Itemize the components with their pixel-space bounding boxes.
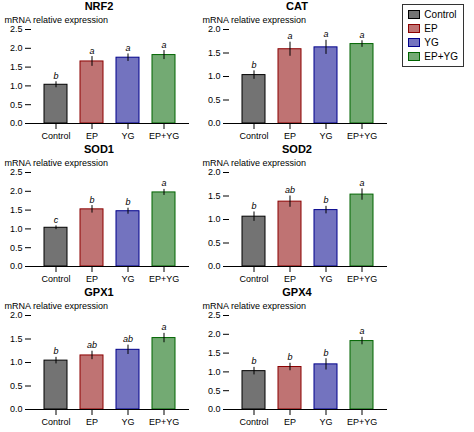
svg-text:a: a — [359, 178, 364, 188]
svg-text:0.0: 0.0 — [208, 118, 221, 128]
svg-text:EP+YG: EP+YG — [149, 131, 179, 141]
svg-text:mRNA relative expression: mRNA relative expression — [5, 158, 109, 168]
svg-text:a: a — [161, 178, 166, 188]
svg-text:1.5: 1.5 — [10, 334, 23, 344]
svg-text:EP: EP — [284, 274, 296, 284]
svg-text:ab: ab — [87, 340, 97, 350]
html-text:EP+YG: EP+YG — [424, 51, 458, 62]
svg-text:YG: YG — [121, 131, 134, 141]
svg-text:Control: Control — [239, 131, 268, 141]
svg-text:EP+YG: EP+YG — [347, 417, 377, 427]
svg-text:ab: ab — [285, 185, 295, 195]
svg-text:2.0: 2.0 — [10, 43, 23, 53]
svg-text:Control: Control — [41, 131, 70, 141]
svg-text:Control: Control — [239, 274, 268, 284]
svg-text:mRNA relative expression: mRNA relative expression — [5, 301, 109, 311]
svg-text:a: a — [323, 29, 328, 39]
svg-text:0.0: 0.0 — [208, 261, 221, 271]
svg-text:YG: YG — [121, 274, 134, 284]
svg-text:1.5: 1.5 — [10, 205, 23, 215]
svg-text:EP+YG: EP+YG — [347, 131, 377, 141]
svg-text:1.5: 1.5 — [208, 348, 221, 358]
svg-text:EP: EP — [284, 417, 296, 427]
svg-text:0.0: 0.0 — [10, 118, 23, 128]
svg-text:2.0: 2.0 — [10, 310, 23, 320]
html-text:NRF2: NRF2 — [84, 0, 114, 12]
svg-text:0.5: 0.5 — [10, 100, 23, 110]
svg-text:Control: Control — [239, 417, 268, 427]
svg-text:b: b — [287, 352, 292, 362]
svg-text:mRNA relative expression: mRNA relative expression — [203, 301, 307, 311]
svg-text:YG: YG — [319, 131, 332, 141]
svg-text:Control: Control — [41, 417, 70, 427]
svg-text:YG: YG — [319, 274, 332, 284]
svg-text:1.0: 1.0 — [10, 81, 23, 91]
svg-text:YG: YG — [319, 417, 332, 427]
html-text:EP: EP — [424, 23, 438, 34]
html-text:GPX4: GPX4 — [282, 286, 312, 298]
svg-text:0.0: 0.0 — [208, 404, 221, 414]
svg-text:b: b — [251, 201, 256, 211]
svg-text:1.0: 1.0 — [10, 357, 23, 367]
svg-text:0.0: 0.0 — [10, 261, 23, 271]
svg-text:EP: EP — [86, 131, 98, 141]
svg-text:1.0: 1.0 — [208, 214, 221, 224]
svg-text:a: a — [287, 31, 292, 41]
svg-text:0.5: 0.5 — [10, 381, 23, 391]
svg-text:b: b — [251, 60, 256, 70]
svg-text:2.0: 2.0 — [208, 329, 221, 339]
svg-text:EP: EP — [86, 417, 98, 427]
svg-text:2.0: 2.0 — [208, 24, 221, 34]
svg-text:b: b — [323, 195, 328, 205]
svg-text:EP+YG: EP+YG — [149, 417, 179, 427]
svg-text:1.5: 1.5 — [208, 48, 221, 58]
svg-text:b: b — [125, 197, 130, 207]
svg-text:YG: YG — [121, 417, 134, 427]
svg-text:EP+YG: EP+YG — [149, 274, 179, 284]
svg-text:1.5: 1.5 — [208, 191, 221, 201]
svg-text:b: b — [89, 195, 94, 205]
html-text:CAT: CAT — [286, 0, 308, 12]
svg-text:2.0: 2.0 — [10, 186, 23, 196]
svg-text:EP+YG: EP+YG — [347, 274, 377, 284]
svg-text:EP: EP — [284, 131, 296, 141]
svg-text:0.5: 0.5 — [208, 238, 221, 248]
svg-text:mRNA relative expression: mRNA relative expression — [203, 158, 307, 168]
svg-text:1.0: 1.0 — [208, 71, 221, 81]
svg-text:ab: ab — [123, 334, 133, 344]
svg-text:a: a — [161, 322, 166, 332]
svg-text:mRNA relative expression: mRNA relative expression — [203, 15, 307, 25]
svg-text:b: b — [251, 356, 256, 366]
svg-text:2.5: 2.5 — [208, 310, 221, 320]
svg-text:a: a — [359, 30, 364, 40]
svg-text:EP: EP — [86, 274, 98, 284]
svg-text:Control: Control — [41, 274, 70, 284]
svg-text:2.5: 2.5 — [10, 24, 23, 34]
svg-text:b: b — [323, 348, 328, 358]
svg-text:0.0: 0.0 — [10, 404, 23, 414]
svg-text:2.5: 2.5 — [10, 167, 23, 177]
svg-text:a: a — [125, 43, 130, 53]
svg-text:2.0: 2.0 — [208, 167, 221, 177]
svg-text:0.5: 0.5 — [208, 95, 221, 105]
svg-text:a: a — [89, 46, 94, 56]
html-text:Control: Control — [424, 9, 457, 20]
html-text:SOD1: SOD1 — [84, 143, 114, 155]
svg-text:c: c — [54, 215, 59, 225]
svg-text:1.5: 1.5 — [10, 62, 23, 72]
html-text:SOD2: SOD2 — [282, 143, 312, 155]
svg-text:mRNA relative expression: mRNA relative expression — [5, 15, 109, 25]
svg-text:a: a — [359, 326, 364, 336]
svg-text:0.5: 0.5 — [208, 386, 221, 396]
svg-text:1.0: 1.0 — [208, 367, 221, 377]
html-text:GPX1: GPX1 — [84, 286, 114, 298]
svg-text:a: a — [161, 40, 166, 50]
svg-text:0.5: 0.5 — [10, 243, 23, 253]
svg-text:1.0: 1.0 — [10, 224, 23, 234]
svg-text:b: b — [53, 71, 58, 81]
svg-text:b: b — [53, 346, 58, 356]
html-text:YG: YG — [424, 37, 439, 48]
